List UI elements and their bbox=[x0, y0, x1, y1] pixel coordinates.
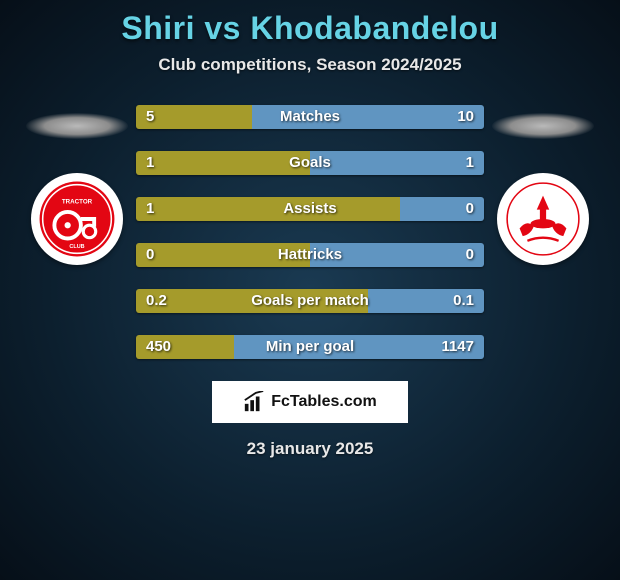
opponent-club-icon bbox=[504, 180, 582, 258]
stat-name: Min per goal bbox=[136, 335, 484, 359]
attribution-text: FcTables.com bbox=[271, 393, 377, 411]
attribution-badge: FcTables.com bbox=[212, 381, 408, 423]
shadow-ellipse bbox=[26, 113, 128, 139]
stats-bars: 510Matches 11Goals 10Assists 00Hattricks 0.2… bbox=[136, 105, 484, 359]
shadow-ellipse bbox=[492, 113, 594, 139]
stat-bar-row: 4501147Min per goal bbox=[136, 335, 484, 359]
content-row: TRACTOR CLUB 510Matches 11Goals 10Assists 0… bbox=[0, 105, 620, 359]
right-club-column bbox=[484, 105, 602, 265]
stat-bar-row: 11Goals bbox=[136, 151, 484, 175]
date-text: 23 january 2025 bbox=[0, 439, 620, 459]
page-subtitle: Club competitions, Season 2024/2025 bbox=[0, 55, 620, 75]
stat-name: Assists bbox=[136, 197, 484, 221]
stat-name: Goals per match bbox=[136, 289, 484, 313]
svg-text:CLUB: CLUB bbox=[69, 244, 84, 250]
right-club-badge bbox=[497, 173, 589, 265]
stat-bar-row: 0.20.1Goals per match bbox=[136, 289, 484, 313]
stat-bar-row: 510Matches bbox=[136, 105, 484, 129]
left-club-column: TRACTOR CLUB bbox=[18, 105, 136, 265]
chart-icon bbox=[243, 391, 265, 413]
comparison-infographic: Shiri vs Khodabandelou Club competitions… bbox=[0, 0, 620, 580]
stat-name: Hattricks bbox=[136, 243, 484, 267]
page-title: Shiri vs Khodabandelou bbox=[0, 0, 620, 47]
svg-text:TRACTOR: TRACTOR bbox=[62, 198, 93, 205]
stat-bar-row: 10Assists bbox=[136, 197, 484, 221]
tractor-club-icon: TRACTOR CLUB bbox=[38, 180, 116, 258]
left-club-badge: TRACTOR CLUB bbox=[31, 173, 123, 265]
stat-name: Matches bbox=[136, 105, 484, 129]
stat-name: Goals bbox=[136, 151, 484, 175]
stat-bar-row: 00Hattricks bbox=[136, 243, 484, 267]
